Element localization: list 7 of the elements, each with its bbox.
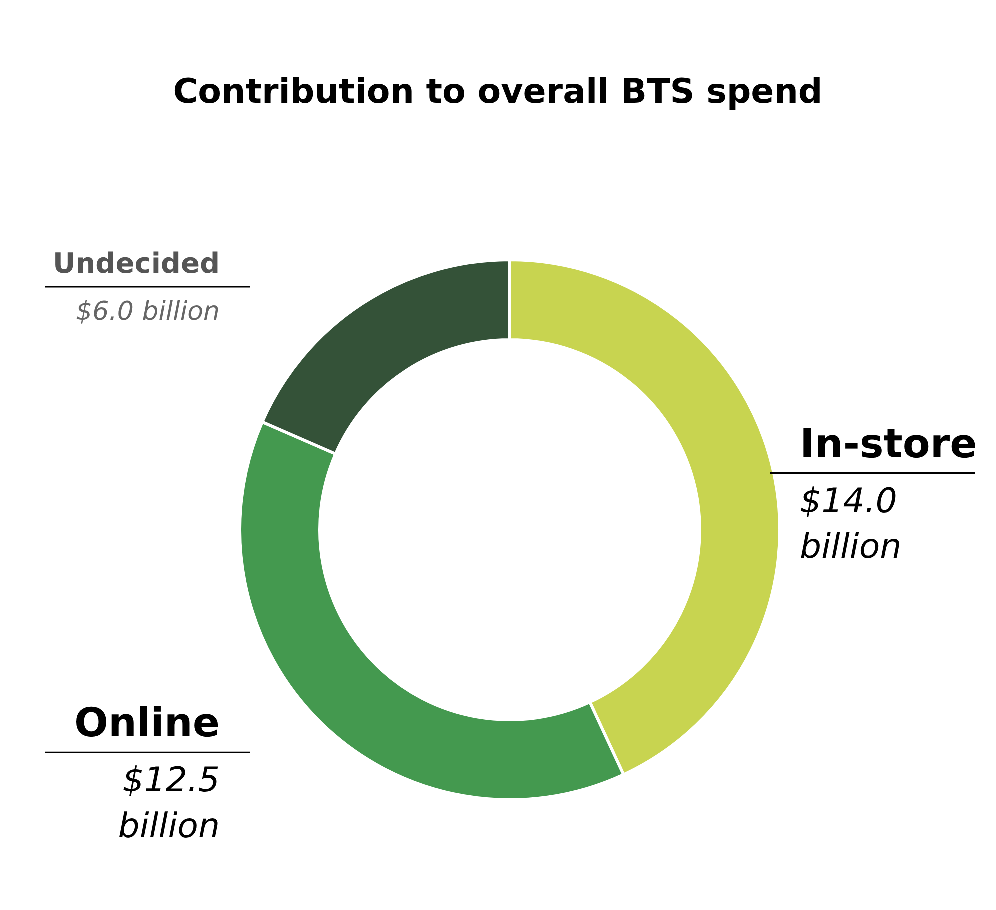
data-label: $6.0 billion bbox=[76, 297, 220, 328]
data-label: $14.0 billion bbox=[800, 481, 902, 568]
chart-title: Contribution to overall BTS spend bbox=[173, 72, 823, 112]
data-label: $12.5 billion bbox=[118, 760, 220, 847]
slice-label: Online bbox=[74, 700, 220, 747]
slice-label: In-store bbox=[800, 421, 978, 468]
slice-label: Undecided bbox=[53, 247, 220, 280]
